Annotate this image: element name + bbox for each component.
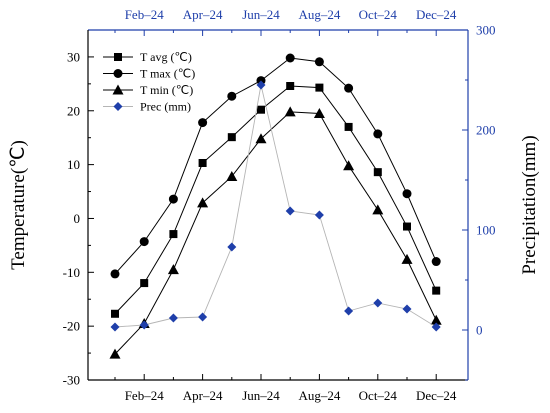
x-tick-label-top: Aug–24 xyxy=(298,7,340,22)
data-point xyxy=(198,159,207,167)
legend-entry: Prec (mm) xyxy=(103,100,191,114)
data-point xyxy=(373,298,383,308)
series-line xyxy=(114,111,437,355)
y-tick-label-left: 10 xyxy=(67,157,80,172)
y-tick-label-left: 20 xyxy=(67,103,80,118)
y-tick-label-left: 0 xyxy=(74,211,81,226)
data-point xyxy=(315,83,324,92)
x-tick-label-top: Dec–24 xyxy=(416,7,457,22)
data-point xyxy=(402,189,412,199)
data-point xyxy=(256,80,266,90)
data-point xyxy=(284,106,296,117)
axes xyxy=(87,29,469,381)
x-tick-label-top: Oct–24 xyxy=(359,7,398,22)
series-triangle xyxy=(109,106,442,359)
data-point xyxy=(314,210,324,220)
y-tick-label-right: 100 xyxy=(476,223,496,238)
data-point xyxy=(432,286,441,295)
data-point xyxy=(286,82,295,90)
x-tick-label-top: Feb–24 xyxy=(125,7,165,22)
data-point xyxy=(168,194,178,204)
data-point xyxy=(139,320,149,330)
data-point xyxy=(344,306,354,316)
y-tick-label-left: -20 xyxy=(63,319,80,334)
legend-marker xyxy=(113,69,123,78)
x-tick-label-bottom: Aug–24 xyxy=(298,388,340,403)
x-tick-label-bottom: Feb–24 xyxy=(125,388,165,403)
data-point xyxy=(257,105,265,114)
x-tick-label-top: Apr–24 xyxy=(183,7,223,22)
series-line xyxy=(114,84,437,328)
data-point xyxy=(227,91,237,101)
y-tick-label-left: 30 xyxy=(67,49,80,64)
data-point xyxy=(344,83,354,93)
legend-label: T min (℃) xyxy=(140,83,193,97)
legend-entry: T avg (℃) xyxy=(103,50,192,64)
x-tick-label-bottom: Oct–24 xyxy=(359,388,398,403)
y-tick-label-right: 200 xyxy=(476,123,496,138)
data-point xyxy=(373,129,383,139)
data-point xyxy=(198,118,208,128)
data-point xyxy=(197,197,209,208)
legend-entry: T min (℃) xyxy=(103,83,193,97)
data-point xyxy=(431,322,441,332)
data-point xyxy=(402,304,412,314)
data-point xyxy=(227,133,236,142)
y-tick-label-left: -10 xyxy=(63,265,80,280)
data-point xyxy=(430,314,442,325)
data-point xyxy=(344,122,353,131)
data-point xyxy=(169,230,178,239)
series-diamond xyxy=(110,80,441,332)
data-point xyxy=(285,53,295,63)
data-point xyxy=(373,168,382,177)
x-tick-label-top: Jun–24 xyxy=(242,7,280,22)
ticks: -30-20-1001020300100200300Feb–24Feb–24Ap… xyxy=(63,7,496,403)
data-point xyxy=(111,309,119,318)
legend: T avg (℃) T max (℃) T min (℃) Prec (mm) xyxy=(103,50,195,114)
data-point xyxy=(110,322,120,332)
y-tick-label-right: 300 xyxy=(476,23,496,38)
series-line xyxy=(114,85,437,315)
y-axis-label-right: Precipitation(mm) xyxy=(519,135,540,274)
data-point xyxy=(313,107,325,118)
data-point xyxy=(140,279,149,288)
data-point xyxy=(403,222,411,231)
data-point xyxy=(255,133,267,144)
y-axis-label-left: Temperature(℃) xyxy=(8,140,29,270)
legend-label: T avg (℃) xyxy=(140,50,192,64)
legend-marker xyxy=(113,102,123,111)
x-tick-label-bottom: Dec–24 xyxy=(416,388,457,403)
legend-label: Prec (mm) xyxy=(140,100,191,114)
data-point xyxy=(139,237,149,247)
data-point xyxy=(168,313,178,323)
x-tick-label-bottom: Apr–24 xyxy=(183,388,223,403)
data-point xyxy=(227,242,237,252)
x-tick-label-bottom: Jun–24 xyxy=(242,388,280,403)
data-point xyxy=(401,253,413,264)
y-tick-label-right: 0 xyxy=(476,323,483,338)
data-point xyxy=(372,204,384,215)
data-point xyxy=(314,57,324,67)
legend-marker xyxy=(114,53,122,61)
series-line xyxy=(114,57,437,275)
data-point xyxy=(198,312,208,322)
data-point xyxy=(167,264,179,275)
legend-marker xyxy=(112,84,124,95)
data-point xyxy=(431,257,441,267)
series-circle xyxy=(110,53,441,279)
legend-entry: T max (℃) xyxy=(103,67,195,81)
data-point xyxy=(285,206,295,216)
legend-label: T max (℃) xyxy=(140,67,195,81)
data-point xyxy=(109,348,121,359)
series-layer xyxy=(109,53,442,359)
y-tick-label-left: -30 xyxy=(63,373,80,388)
series-square xyxy=(111,82,441,318)
data-point xyxy=(343,160,355,171)
data-point xyxy=(110,269,120,279)
data-point xyxy=(226,170,238,181)
